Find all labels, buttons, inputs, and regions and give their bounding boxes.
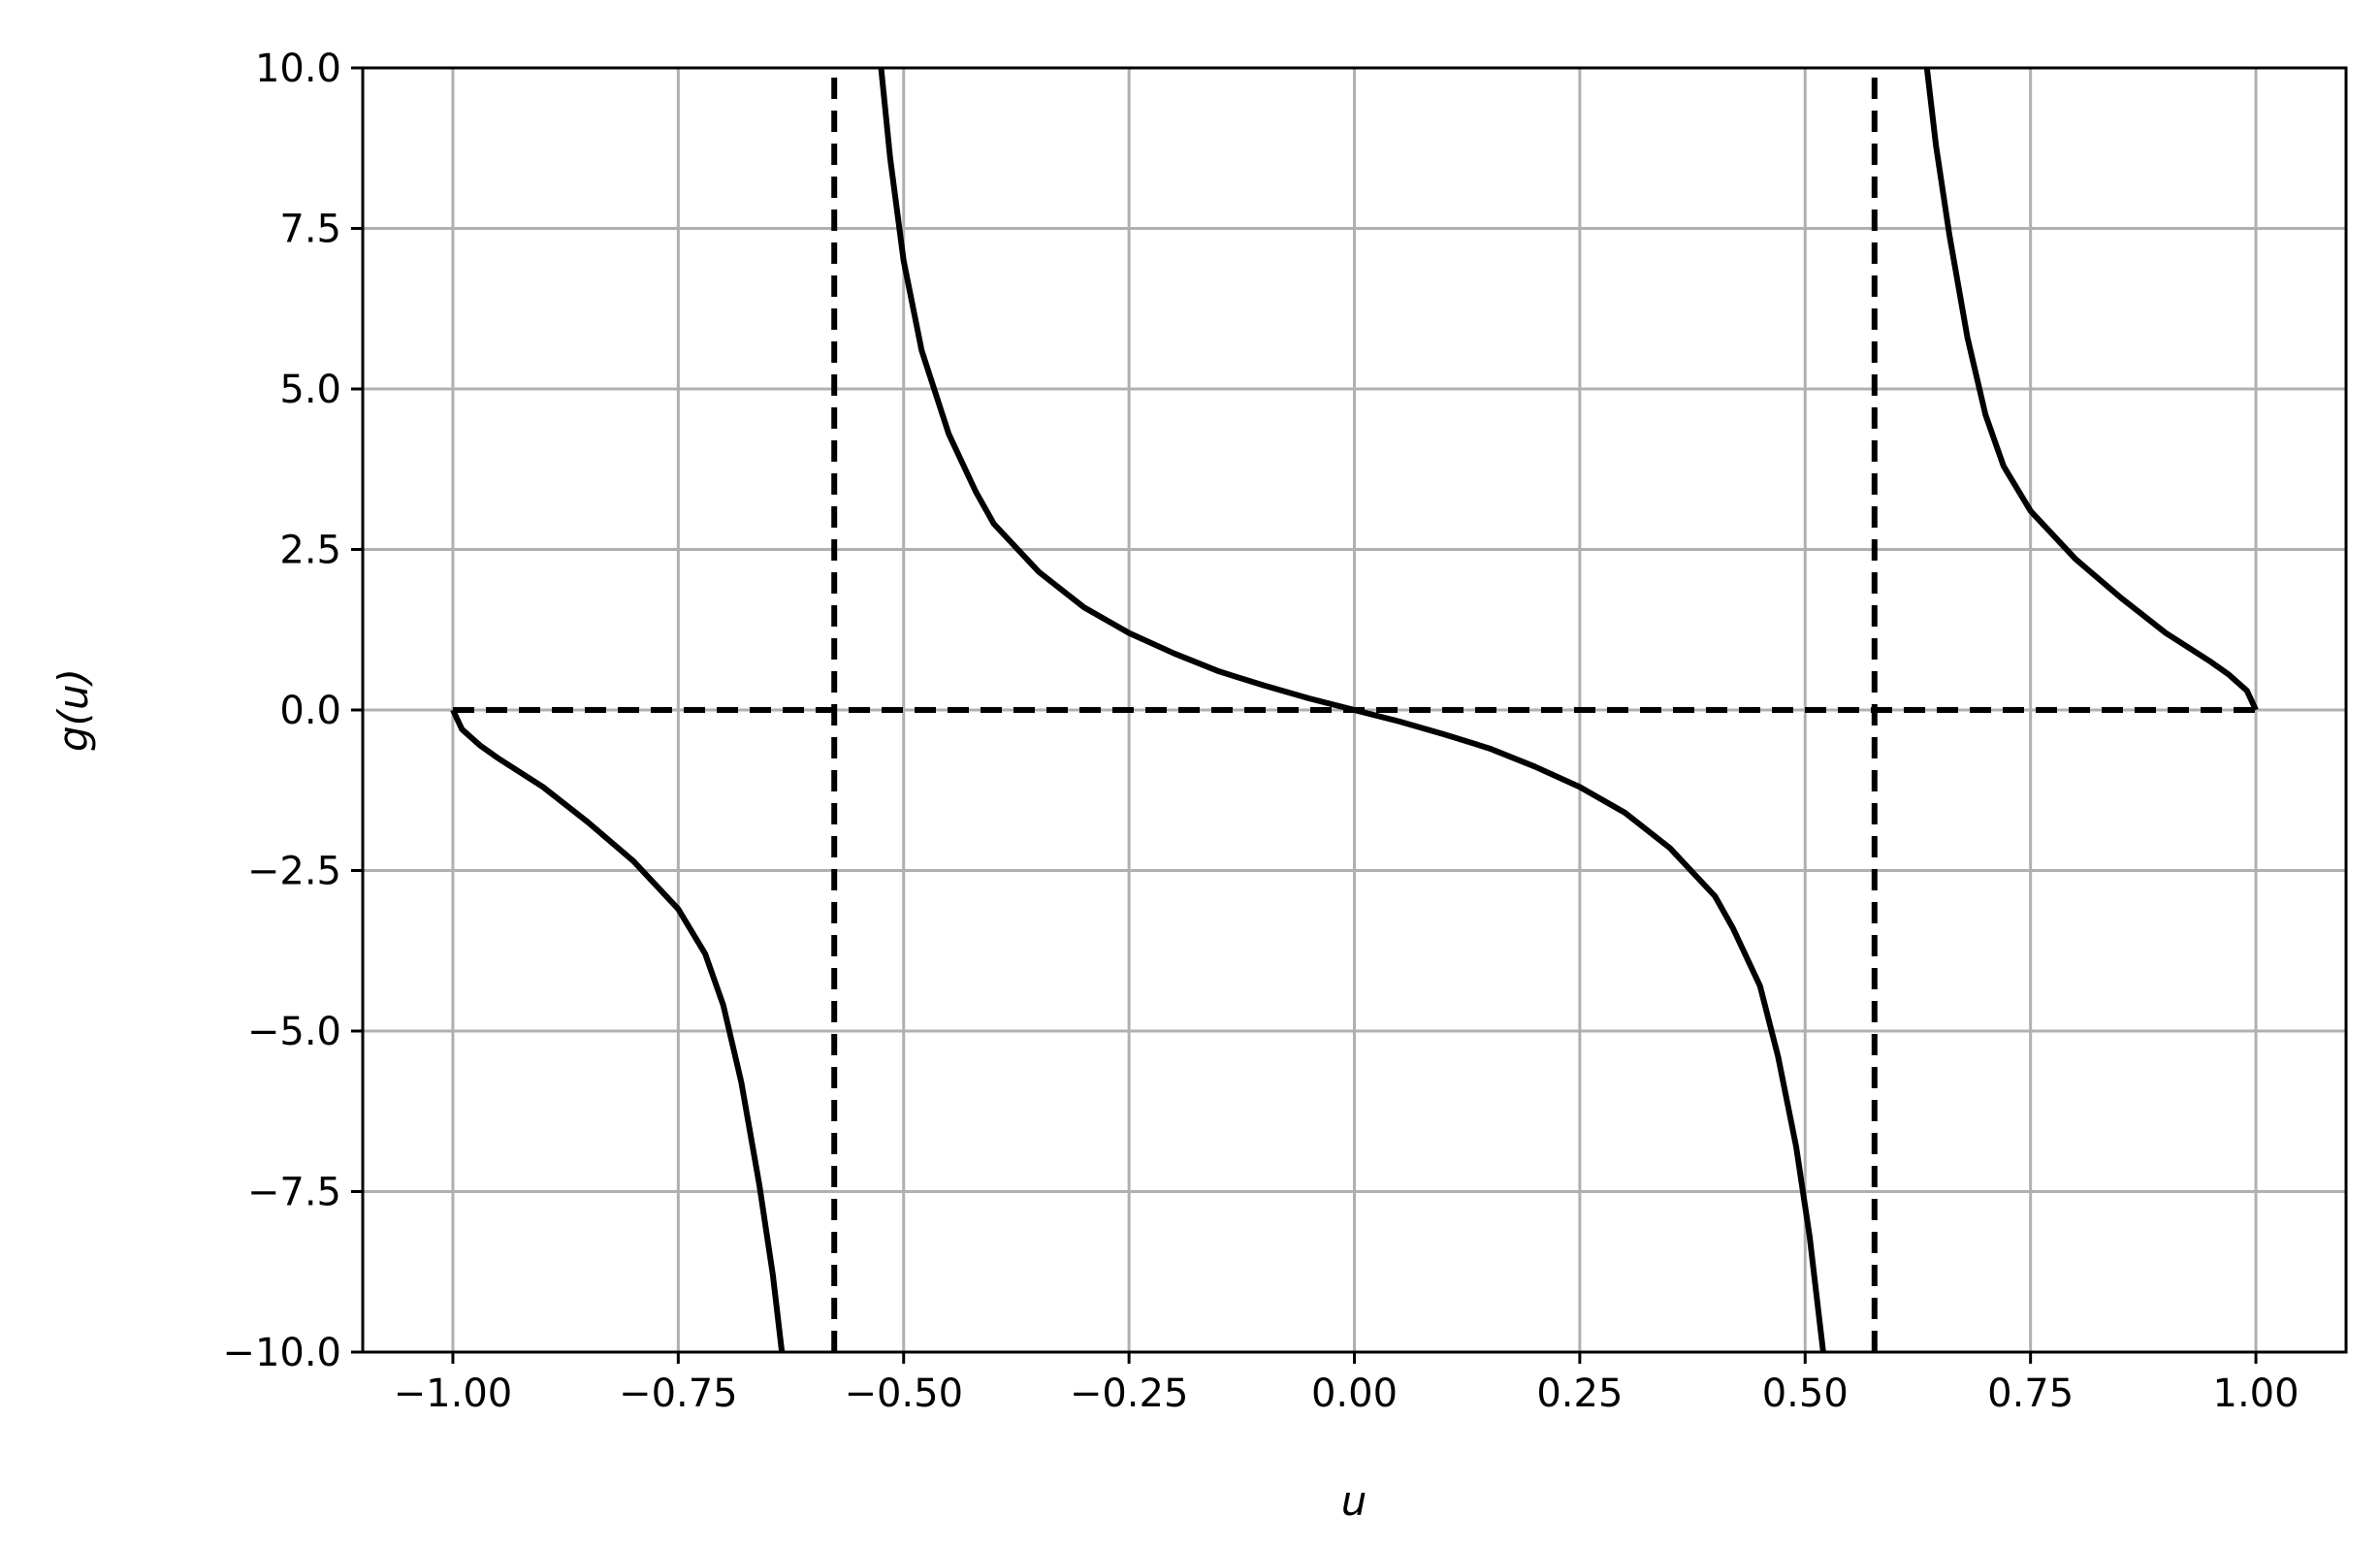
curve-segment	[878, 68, 1826, 1352]
x-tick-label: −0.50	[844, 1371, 963, 1416]
y-tick-label: 0.0	[279, 689, 341, 733]
y-tick-label: 2.5	[279, 529, 341, 573]
x-tick-label: 0.25	[1536, 1371, 1623, 1416]
tick-layer: −1.00 −0.75 −0.50 −0.25 0.00 0.25 0.50 0.75 1.00…	[222, 47, 2299, 1416]
x-axis-label: u	[1341, 1477, 1367, 1525]
y-tick-label: 5.0	[279, 368, 341, 412]
x-tick-label: 0.75	[1987, 1371, 2074, 1416]
x-tick-label: 0.00	[1311, 1371, 1398, 1416]
x-tick-label: −1.00	[394, 1371, 513, 1416]
series-layer	[450, 68, 2259, 1352]
curve-segment	[1923, 68, 2259, 712]
y-tick-label: 7.5	[279, 208, 341, 252]
x-tick-label: 1.00	[2213, 1371, 2300, 1416]
x-tick-label: −0.25	[1070, 1371, 1189, 1416]
y-tick-label: −2.5	[247, 850, 341, 894]
y-axis-label: g(u)	[49, 668, 97, 752]
y-tick-label: −7.5	[247, 1171, 341, 1215]
y-tick-label: 10.0	[255, 47, 341, 91]
x-tick-label: −0.75	[619, 1371, 738, 1416]
x-tick-label: 0.50	[1762, 1371, 1849, 1416]
y-tick-label: −10.0	[222, 1331, 341, 1375]
curve-segment	[450, 708, 786, 1352]
y-tick-label: −5.0	[247, 1010, 341, 1054]
